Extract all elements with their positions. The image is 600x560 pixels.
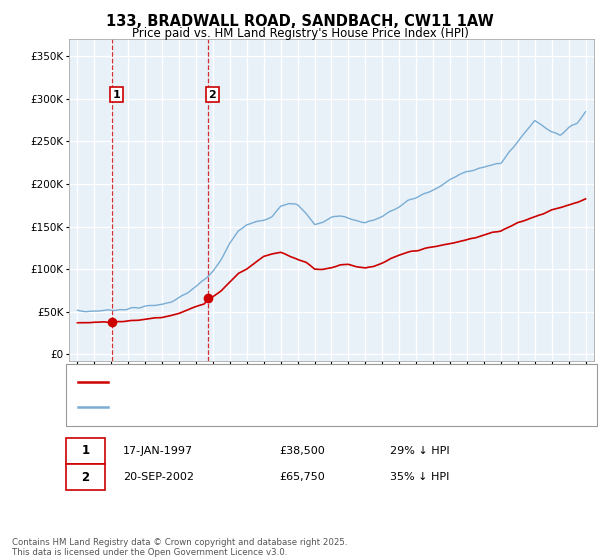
Text: Price paid vs. HM Land Registry's House Price Index (HPI): Price paid vs. HM Land Registry's House … (131, 27, 469, 40)
Text: 35% ↓ HPI: 35% ↓ HPI (390, 472, 449, 482)
Text: 20-SEP-2002: 20-SEP-2002 (123, 472, 194, 482)
Text: 2: 2 (82, 470, 89, 484)
Text: 1: 1 (82, 444, 89, 458)
Text: 133, BRADWALL ROAD, SANDBACH, CW11 1AW (semi-detached house): 133, BRADWALL ROAD, SANDBACH, CW11 1AW (… (115, 377, 486, 388)
Text: 1: 1 (113, 90, 120, 100)
Text: 2: 2 (209, 90, 217, 100)
Text: 17-JAN-1997: 17-JAN-1997 (123, 446, 193, 456)
Text: 133, BRADWALL ROAD, SANDBACH, CW11 1AW: 133, BRADWALL ROAD, SANDBACH, CW11 1AW (106, 14, 494, 29)
Text: £38,500: £38,500 (279, 446, 325, 456)
Text: 29% ↓ HPI: 29% ↓ HPI (390, 446, 449, 456)
Text: HPI: Average price, semi-detached house, Cheshire East: HPI: Average price, semi-detached house,… (115, 402, 409, 412)
Text: £65,750: £65,750 (279, 472, 325, 482)
Text: Contains HM Land Registry data © Crown copyright and database right 2025.
This d: Contains HM Land Registry data © Crown c… (12, 538, 347, 557)
